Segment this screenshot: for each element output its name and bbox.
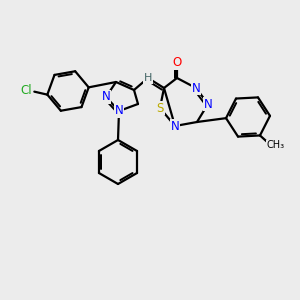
- Text: S: S: [156, 101, 164, 115]
- Text: N: N: [192, 82, 200, 94]
- Text: H: H: [144, 73, 152, 83]
- Text: N: N: [204, 98, 212, 110]
- Text: CH₃: CH₃: [267, 140, 285, 151]
- Text: N: N: [171, 119, 179, 133]
- Text: Cl: Cl: [20, 84, 32, 97]
- Text: O: O: [172, 56, 182, 70]
- Text: N: N: [102, 91, 110, 103]
- Text: N: N: [115, 104, 123, 118]
